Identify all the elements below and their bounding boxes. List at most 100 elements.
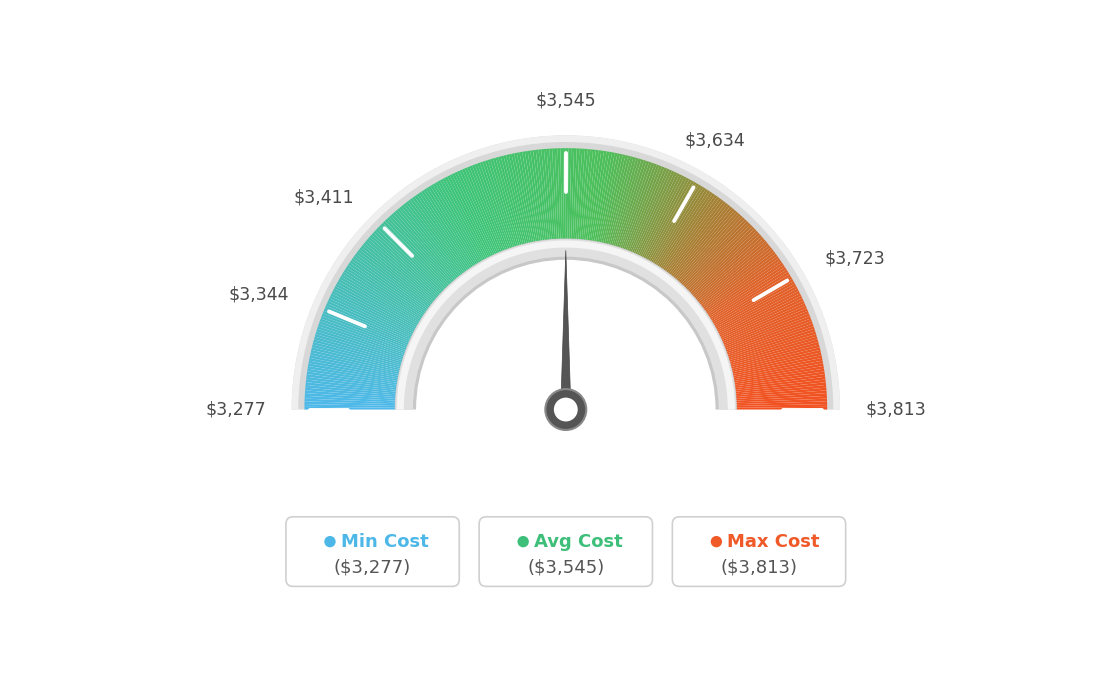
Wedge shape [656,188,705,266]
Wedge shape [291,135,840,410]
Wedge shape [725,318,811,352]
Wedge shape [691,233,760,295]
Wedge shape [346,267,423,318]
Wedge shape [565,148,569,239]
Circle shape [325,536,336,547]
Wedge shape [375,228,443,293]
Wedge shape [351,258,427,313]
Wedge shape [431,184,479,264]
Wedge shape [368,237,438,298]
Wedge shape [305,399,395,404]
Wedge shape [736,407,827,410]
Wedge shape [414,195,468,270]
Wedge shape [533,150,546,240]
Text: $3,344: $3,344 [229,286,289,304]
Wedge shape [552,148,559,239]
Wedge shape [395,239,736,410]
Wedge shape [661,193,715,270]
Wedge shape [640,174,682,257]
Wedge shape [591,151,607,242]
Wedge shape [689,228,756,293]
Wedge shape [336,284,416,329]
Wedge shape [315,334,403,362]
Wedge shape [350,260,426,314]
Wedge shape [389,215,452,284]
Wedge shape [645,178,689,259]
Text: Avg Cost: Avg Cost [534,533,623,551]
Wedge shape [480,161,511,248]
Wedge shape [305,402,395,406]
Text: $3,634: $3,634 [684,132,745,150]
Wedge shape [475,164,508,250]
Wedge shape [496,157,522,246]
Wedge shape [735,377,826,390]
Text: Max Cost: Max Cost [728,533,819,551]
Wedge shape [608,157,634,245]
Wedge shape [736,396,827,402]
Wedge shape [708,265,785,317]
Wedge shape [482,161,513,248]
Wedge shape [735,385,826,395]
Wedge shape [715,284,796,329]
Wedge shape [418,192,471,268]
Wedge shape [386,217,450,285]
Wedge shape [701,249,774,306]
Wedge shape [670,203,729,276]
Wedge shape [561,148,564,239]
Wedge shape [511,153,532,243]
Wedge shape [660,192,713,268]
Wedge shape [716,288,798,332]
Wedge shape [488,159,517,247]
Wedge shape [305,393,395,401]
Wedge shape [433,183,480,263]
Wedge shape [373,230,442,294]
Wedge shape [310,350,400,373]
Wedge shape [361,245,433,304]
Wedge shape [312,344,401,369]
Text: $3,545: $3,545 [535,92,596,110]
Wedge shape [317,326,404,357]
Wedge shape [308,363,399,381]
Wedge shape [412,197,467,272]
Wedge shape [659,190,711,268]
Wedge shape [355,251,431,308]
Wedge shape [732,350,821,373]
Wedge shape [709,267,786,318]
Wedge shape [675,208,734,279]
Text: ($3,277): ($3,277) [335,558,411,576]
Wedge shape [397,208,457,279]
Wedge shape [410,198,466,273]
Wedge shape [733,361,824,380]
Wedge shape [321,313,407,348]
Wedge shape [677,212,739,282]
Wedge shape [437,181,484,261]
Text: $3,277: $3,277 [205,400,266,419]
Wedge shape [452,173,493,256]
Wedge shape [627,166,662,251]
Wedge shape [682,219,746,286]
Wedge shape [571,148,576,239]
Wedge shape [701,251,776,308]
Wedge shape [724,313,810,348]
Wedge shape [492,158,520,246]
Wedge shape [605,155,628,244]
Wedge shape [664,195,718,270]
Wedge shape [690,230,758,294]
Wedge shape [393,212,455,282]
Wedge shape [337,282,417,328]
Wedge shape [328,298,412,339]
Wedge shape [575,148,582,239]
Circle shape [518,536,529,547]
Wedge shape [734,366,824,383]
Wedge shape [637,172,677,255]
Wedge shape [736,402,827,406]
Wedge shape [407,199,464,274]
Wedge shape [578,149,587,239]
Wedge shape [705,260,782,314]
Wedge shape [307,368,397,384]
Wedge shape [713,279,794,326]
Wedge shape [544,149,553,239]
Wedge shape [716,286,797,331]
Wedge shape [395,210,456,281]
Wedge shape [721,301,805,340]
